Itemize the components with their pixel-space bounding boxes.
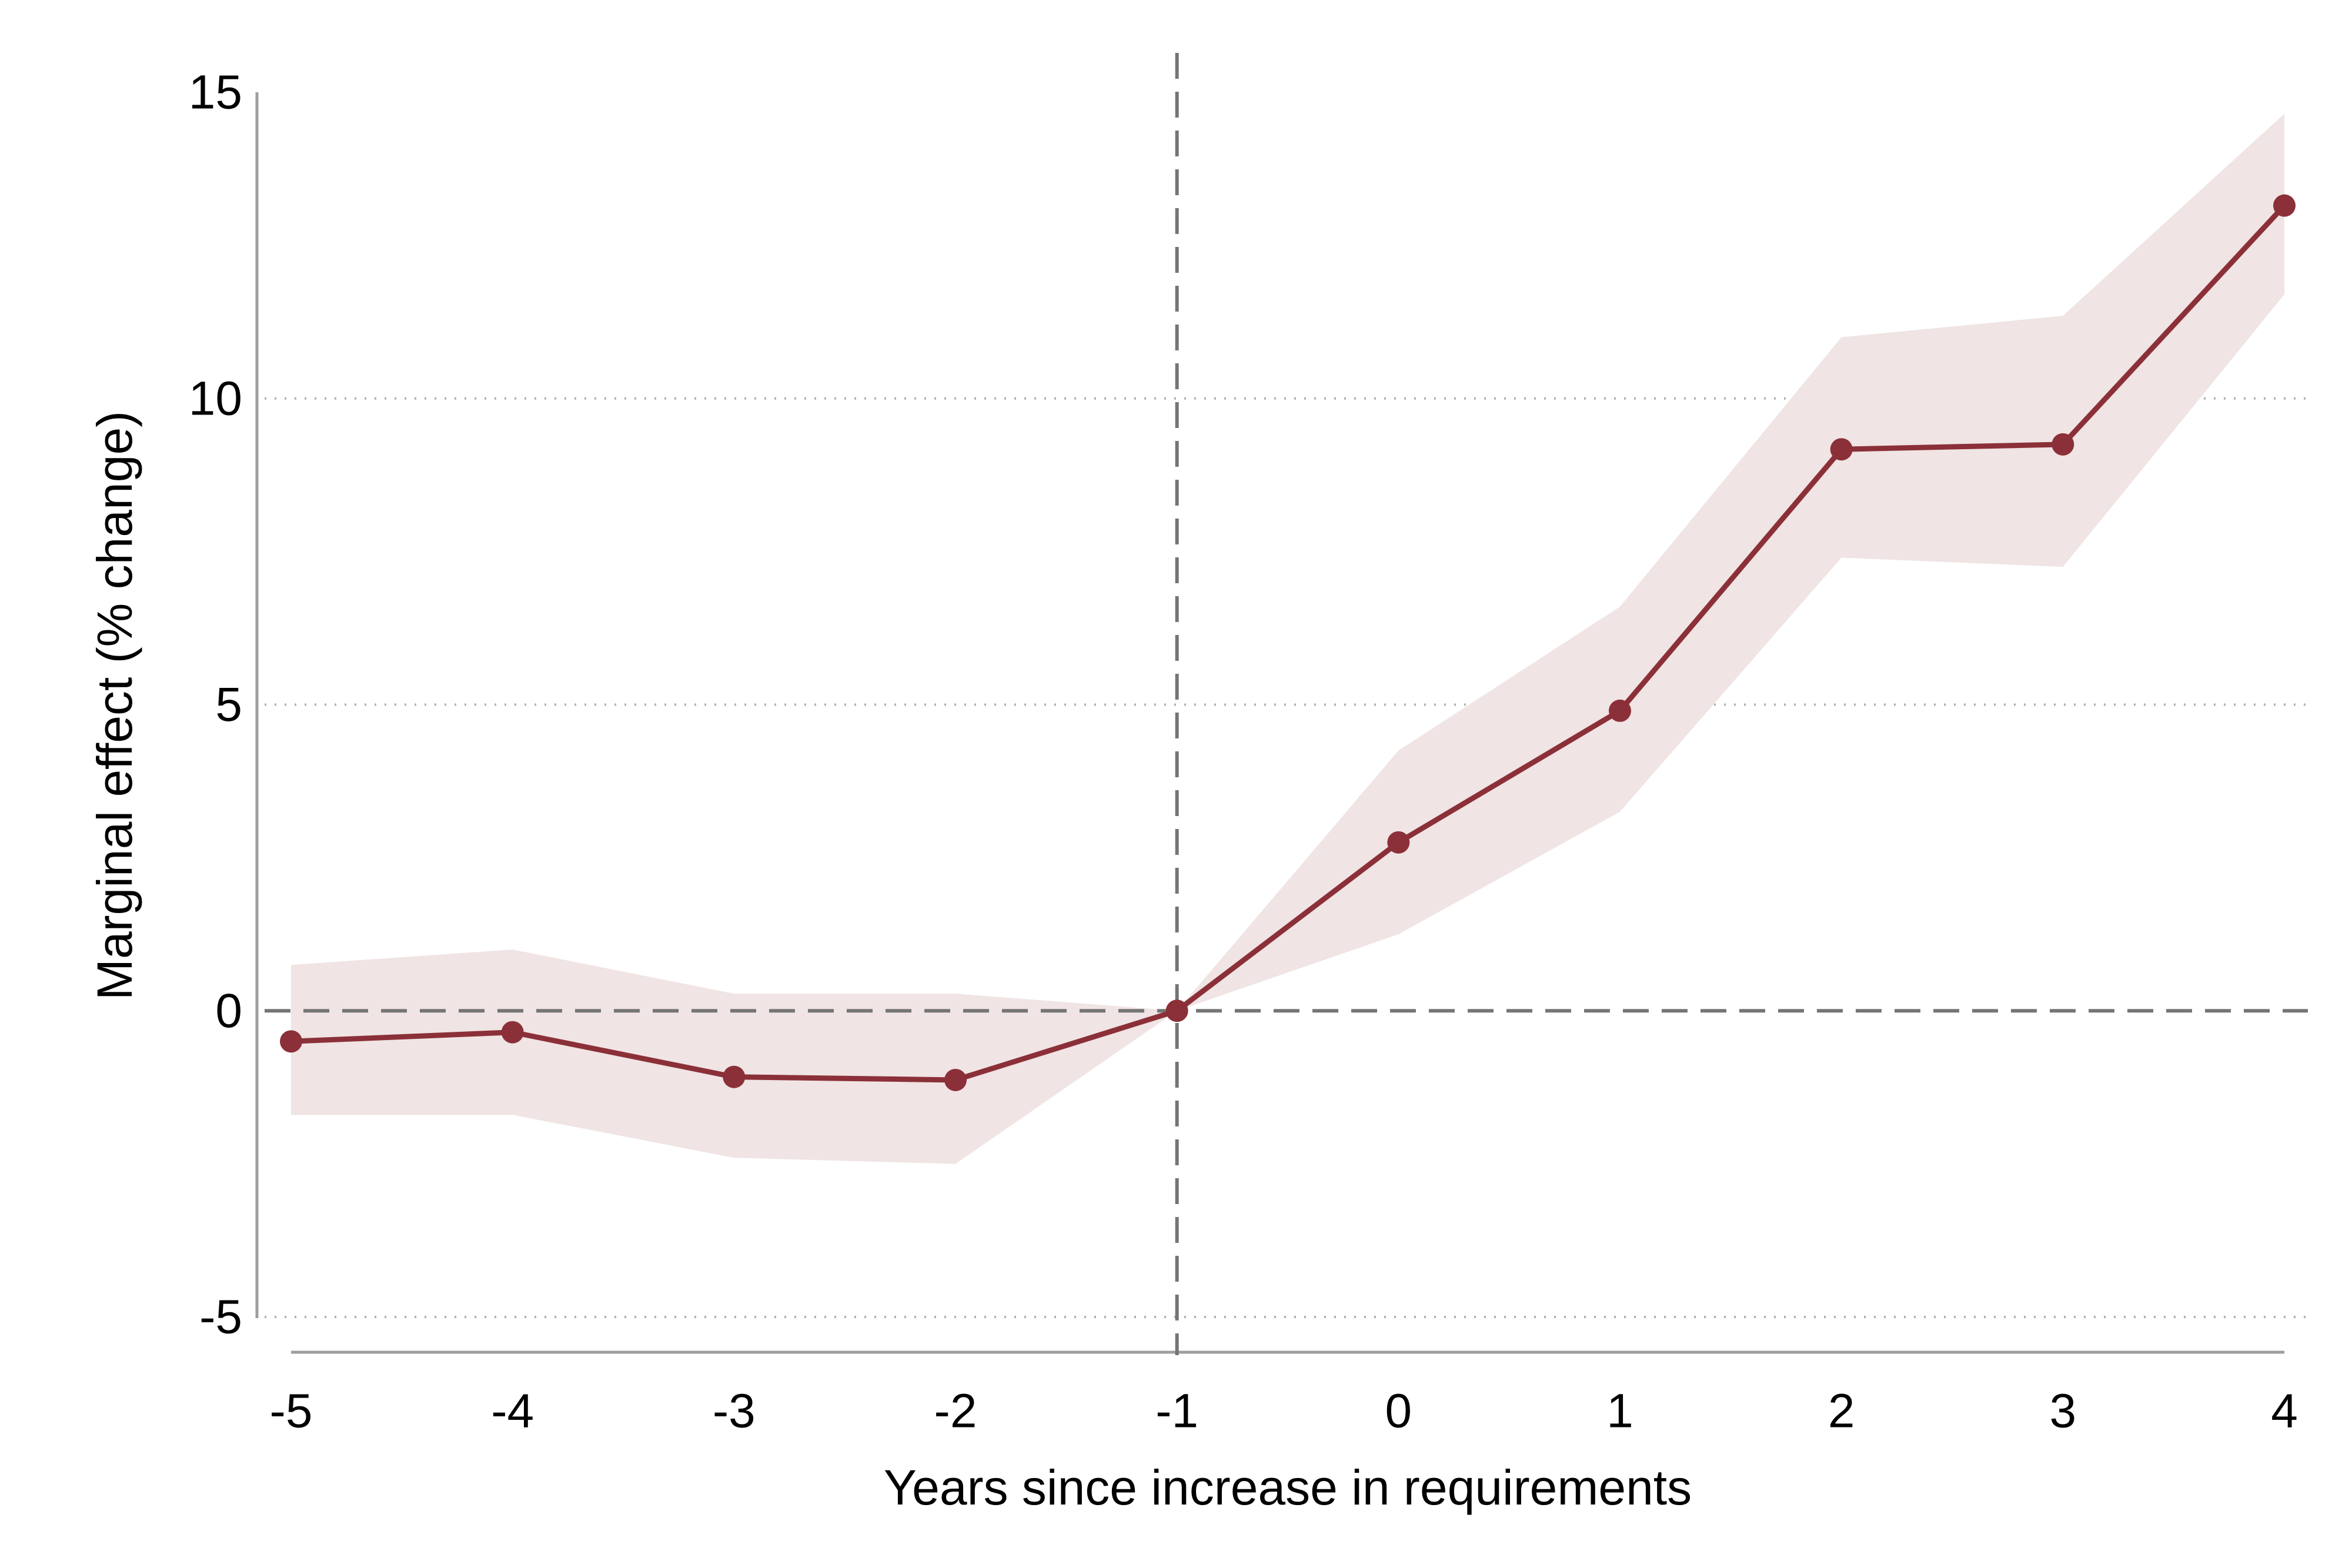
x-tick-label: 3: [2050, 1385, 2077, 1438]
data-point: [1830, 438, 1853, 461]
x-tick-label: -5: [270, 1385, 313, 1438]
x-tick-label: 2: [1828, 1385, 1855, 1438]
y-tick-label: 0: [215, 984, 242, 1038]
x-tick-label: 4: [2271, 1385, 2298, 1438]
data-point: [280, 1030, 302, 1053]
y-tick-label: 10: [189, 372, 242, 425]
data-point: [1165, 999, 1188, 1022]
x-tick-label: 0: [1385, 1385, 1412, 1438]
data-point: [944, 1068, 967, 1091]
data-point: [2052, 433, 2074, 456]
series-line: [290, 203, 2287, 1083]
point-layer: [280, 194, 2296, 1091]
y-axis-title: Marginal effect (% change): [87, 411, 142, 1000]
grid-layer: [265, 397, 2308, 1318]
data-point: [501, 1021, 524, 1044]
data-point: [723, 1065, 746, 1088]
x-axis-title: Years since increase in requirements: [884, 1460, 1692, 1515]
x-tick-label: 1: [1606, 1385, 1633, 1438]
x-tick-label: -2: [934, 1385, 977, 1438]
y-tick-label: 5: [215, 678, 242, 731]
x-tick-label: -4: [491, 1385, 534, 1438]
x-tick-labels: -5 -4 -3 -2 -1 0 1 2 3 4: [270, 1385, 2298, 1438]
confidence-band: [291, 113, 2284, 1164]
data-point: [2273, 194, 2296, 217]
y-tick-labels: 15 10 5 0 -5: [189, 66, 242, 1344]
y-tick-label: -5: [199, 1290, 242, 1344]
data-point: [1609, 699, 1631, 722]
x-tick-label: -3: [713, 1385, 756, 1438]
y-tick-label: 15: [189, 66, 242, 119]
data-point: [1387, 831, 1410, 854]
x-tick-label: -1: [1155, 1385, 1198, 1438]
